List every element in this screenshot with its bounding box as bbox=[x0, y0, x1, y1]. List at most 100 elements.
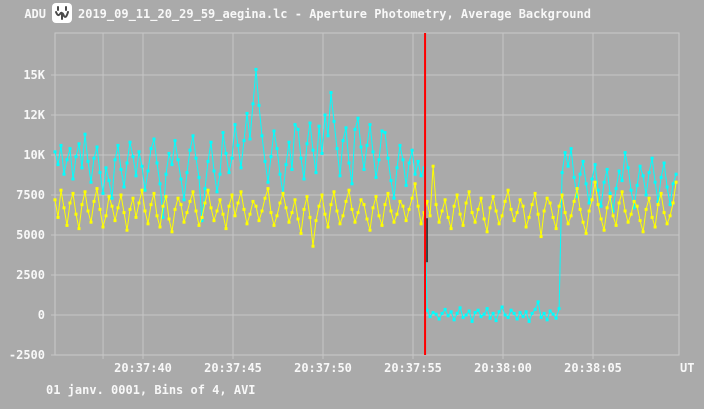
target-star-point bbox=[464, 313, 468, 317]
comparison-star-point bbox=[497, 222, 501, 226]
comparison-star-point bbox=[569, 214, 573, 218]
target-star-point bbox=[227, 171, 231, 175]
comparison-star-point bbox=[434, 203, 438, 207]
comparison-star-point bbox=[260, 209, 264, 213]
target-star-point bbox=[209, 140, 213, 144]
target-star-point bbox=[563, 151, 567, 155]
comparison-star-point bbox=[512, 219, 516, 223]
x-axis-unit-label: UT bbox=[680, 361, 695, 375]
target-star-point bbox=[443, 307, 447, 311]
target-star-point bbox=[365, 143, 369, 147]
target-star-point bbox=[452, 318, 456, 322]
comparison-star-point bbox=[320, 193, 324, 197]
x-tick-label: 20:37:55 bbox=[384, 361, 442, 375]
comparison-star-point bbox=[284, 206, 288, 210]
comparison-star-point bbox=[314, 219, 318, 223]
comparison-star-point bbox=[359, 198, 363, 202]
y-tick-label: 7500 bbox=[16, 188, 45, 202]
target-star-point bbox=[311, 148, 315, 152]
comparison-star-point bbox=[110, 204, 114, 208]
target-star-point bbox=[578, 172, 582, 176]
comparison-star-point bbox=[200, 215, 204, 219]
y-tick-label: 5000 bbox=[16, 228, 45, 242]
target-star-point bbox=[389, 179, 393, 183]
target-star-point bbox=[80, 166, 84, 170]
y-tick-label: 12K bbox=[23, 108, 45, 122]
comparison-star-point bbox=[155, 214, 159, 218]
target-star-point bbox=[62, 172, 66, 176]
target-star-point bbox=[203, 187, 207, 191]
target-star-point bbox=[494, 319, 498, 323]
target-star-point bbox=[500, 305, 504, 309]
comparison-star-point bbox=[308, 215, 312, 219]
comparison-star-point bbox=[479, 196, 483, 200]
comparison-star-point bbox=[575, 187, 579, 191]
comparison-star-point bbox=[536, 212, 540, 216]
target-star-point bbox=[392, 196, 396, 200]
y-tick-label: 2500 bbox=[16, 268, 45, 282]
target-star-point bbox=[470, 319, 474, 323]
comparison-star-point bbox=[656, 203, 660, 207]
comparison-star-point bbox=[128, 207, 132, 211]
comparison-star-point bbox=[581, 220, 585, 224]
comparison-star-point bbox=[101, 225, 105, 229]
comparison-star-point bbox=[515, 211, 519, 215]
comparison-star-point bbox=[626, 220, 630, 224]
comparison-star-point bbox=[74, 212, 78, 216]
comparison-star-point bbox=[53, 198, 57, 202]
target-star-point bbox=[416, 159, 420, 163]
target-star-point bbox=[239, 166, 243, 170]
comparison-star-point bbox=[488, 206, 492, 210]
target-star-point bbox=[506, 315, 510, 319]
target-star-point bbox=[671, 182, 675, 186]
comparison-star-point bbox=[530, 203, 534, 207]
comparison-star-point bbox=[335, 209, 339, 213]
target-star-point bbox=[98, 171, 102, 175]
comparison-star-point bbox=[122, 211, 126, 215]
tangra-icon-glyph bbox=[55, 6, 69, 20]
target-star-point bbox=[410, 148, 414, 152]
comparison-star-point bbox=[629, 212, 633, 216]
comparison-star-point bbox=[203, 201, 207, 205]
target-star-point bbox=[320, 151, 324, 155]
target-star-point bbox=[575, 195, 579, 199]
comparison-star-point bbox=[107, 195, 111, 199]
target-star-point bbox=[284, 163, 288, 167]
target-star-point bbox=[323, 113, 327, 117]
comparison-star-point bbox=[59, 188, 63, 192]
target-star-point bbox=[401, 158, 405, 162]
target-star-point bbox=[212, 169, 216, 173]
target-star-point bbox=[491, 311, 495, 315]
target-star-point bbox=[305, 142, 309, 146]
target-star-point bbox=[293, 123, 297, 127]
target-star-point bbox=[587, 201, 591, 205]
comparison-star-point bbox=[134, 215, 138, 219]
comparison-star-point bbox=[584, 231, 588, 235]
target-star-point bbox=[230, 156, 234, 160]
target-star-point bbox=[215, 190, 219, 194]
target-star-point bbox=[218, 172, 222, 176]
target-star-point bbox=[53, 150, 57, 154]
target-star-point bbox=[662, 161, 666, 165]
target-star-point bbox=[329, 91, 333, 95]
target-star-point bbox=[386, 156, 390, 160]
comparison-star-point bbox=[620, 190, 624, 194]
comparison-star-point bbox=[467, 190, 471, 194]
comparison-star-point bbox=[431, 164, 435, 168]
comparison-star-point bbox=[503, 199, 507, 203]
target-star-point bbox=[107, 179, 111, 183]
comparison-star-point bbox=[407, 207, 411, 211]
target-star-point bbox=[479, 315, 483, 319]
target-star-point bbox=[140, 164, 144, 168]
target-star-point bbox=[521, 315, 525, 319]
comparison-star-point bbox=[476, 207, 480, 211]
target-star-point bbox=[125, 161, 129, 165]
comparison-star-point bbox=[71, 191, 75, 195]
comparison-star-point bbox=[89, 220, 93, 224]
comparison-star-point bbox=[146, 222, 150, 226]
comparison-star-point bbox=[521, 204, 525, 208]
target-star-point bbox=[65, 158, 69, 162]
comparison-star-point bbox=[551, 215, 555, 219]
target-star-point bbox=[344, 126, 348, 130]
